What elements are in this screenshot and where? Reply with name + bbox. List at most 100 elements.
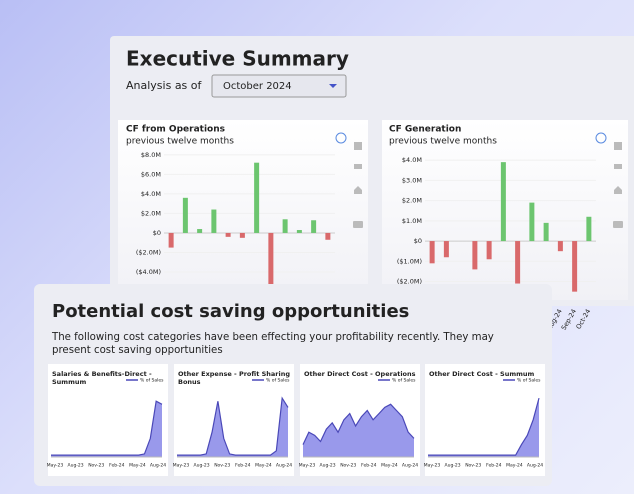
area bbox=[51, 401, 162, 457]
x-tick-label: Oct-24 bbox=[574, 308, 592, 331]
bar bbox=[254, 162, 260, 233]
mini-title-line: Summum bbox=[52, 378, 86, 386]
x-tick-label: Nov-23 bbox=[214, 463, 230, 469]
mini-title: Other Direct Cost - Summum bbox=[429, 370, 535, 378]
tool-home[interactable] bbox=[354, 186, 362, 194]
legend-label: % of Sales bbox=[140, 378, 164, 384]
tool-camera[interactable] bbox=[613, 221, 623, 228]
mini-title-line: Bonus bbox=[178, 378, 201, 386]
area bbox=[428, 398, 539, 457]
bar bbox=[325, 232, 331, 240]
legend-label: % of Sales bbox=[266, 378, 290, 384]
bar bbox=[429, 241, 435, 264]
bar bbox=[443, 241, 449, 258]
y-tick-label: $3.0M bbox=[402, 176, 422, 184]
tool-zoom-in[interactable] bbox=[614, 142, 622, 150]
y-tick-label: $6.0M bbox=[141, 170, 161, 178]
line bbox=[428, 397, 540, 456]
line bbox=[51, 400, 163, 456]
bar bbox=[543, 222, 549, 242]
x-tick-label: Nov-23 bbox=[340, 463, 356, 469]
mini-title: Other Expense - Profit Sharing Bonus bbox=[178, 370, 290, 386]
x-tick-label: Feb-24 bbox=[235, 463, 250, 469]
dropdown-value[interactable]: October 2024 bbox=[223, 81, 292, 92]
x-tick-label: May-23 bbox=[173, 463, 190, 469]
x-tick-label: Aug-23 bbox=[320, 463, 336, 469]
info-icon[interactable] bbox=[335, 132, 347, 144]
x-tick-label: Nov-23 bbox=[465, 463, 481, 469]
tool-zoom-out[interactable] bbox=[354, 164, 362, 169]
x-tick-label: May-24 bbox=[381, 463, 398, 469]
bar bbox=[311, 220, 317, 233]
x-tick-label: Aug-23 bbox=[194, 463, 210, 469]
bar bbox=[472, 241, 478, 270]
title: Executive Summary bbox=[126, 47, 349, 71]
chart-subtitle: previous twelve months bbox=[389, 137, 497, 147]
area bbox=[177, 398, 288, 457]
x-tick-label: May-24 bbox=[255, 463, 272, 469]
bar bbox=[168, 232, 174, 248]
x-tick-label: May-24 bbox=[506, 463, 523, 469]
dropdown[interactable] bbox=[211, 74, 347, 98]
y-tick-label: ($1.0M) bbox=[397, 257, 422, 265]
tool-camera[interactable] bbox=[353, 221, 363, 228]
x-tick-label: Aug-23 bbox=[68, 463, 84, 469]
legend-label: % of Sales bbox=[517, 378, 541, 384]
y-tick-label: $0 bbox=[153, 229, 161, 237]
x-tick-label: Feb-24 bbox=[486, 463, 501, 469]
area bbox=[303, 404, 414, 457]
dropdown-arrow[interactable] bbox=[329, 84, 337, 88]
x-tick-label: Aug-24 bbox=[402, 463, 418, 469]
y-tick-label: $4.0M bbox=[141, 190, 161, 198]
x-tick-label: Feb-24 bbox=[361, 463, 376, 469]
bar bbox=[282, 219, 288, 233]
bar bbox=[268, 232, 274, 285]
y-tick-label: $8.0M bbox=[141, 151, 161, 159]
y-tick-label: ($4.0M) bbox=[136, 268, 161, 276]
mini-title: Salaries & Benefits-Direct -Summum bbox=[52, 370, 152, 386]
x-tick-label: Aug-24 bbox=[276, 463, 292, 469]
mini-title-line: Other Expense - Profit Sharing bbox=[178, 370, 290, 378]
x-tick-label: May-23 bbox=[424, 463, 441, 469]
y-tick-label: $2.0M bbox=[402, 197, 422, 205]
description: The following cost categories have been … bbox=[51, 332, 494, 343]
legend-label: % of Sales bbox=[392, 378, 416, 384]
mini-title: Other Direct Cost - Operations bbox=[304, 370, 416, 378]
chart-title: CF from Operations bbox=[126, 125, 225, 135]
x-tick-label: May-24 bbox=[129, 463, 146, 469]
bar bbox=[557, 241, 563, 252]
x-tick-label: Aug-24 bbox=[527, 463, 543, 469]
info-icon[interactable] bbox=[595, 132, 607, 144]
y-tick-label: $0 bbox=[414, 237, 422, 245]
chart-title: CF Generation bbox=[389, 125, 461, 135]
chart-card bbox=[118, 120, 368, 300]
bar bbox=[515, 241, 521, 284]
x-tick-label: Aug-23 bbox=[445, 463, 461, 469]
line bbox=[177, 396, 289, 456]
opportunities-title: Potential cost saving opportunities bbox=[52, 301, 409, 322]
tool-home[interactable] bbox=[614, 186, 622, 194]
bar bbox=[182, 197, 188, 233]
y-tick-label: ($2.0M) bbox=[397, 278, 422, 286]
toolbar[interactable] bbox=[353, 142, 623, 228]
tool-zoom-out[interactable] bbox=[614, 164, 622, 169]
bar bbox=[225, 232, 231, 237]
mini-title-line: Other Direct Cost - Operations bbox=[304, 370, 416, 378]
tool-zoom-in[interactable] bbox=[354, 142, 362, 150]
bar bbox=[529, 202, 535, 242]
description: present cost saving opportunities bbox=[52, 345, 223, 356]
bar bbox=[239, 232, 245, 238]
chart-subtitle: previous twelve months bbox=[126, 137, 234, 147]
x-tick-label: May-23 bbox=[47, 463, 64, 469]
bar bbox=[586, 216, 592, 242]
x-tick-label: Nov-23 bbox=[88, 463, 104, 469]
y-tick-label: $2.0M bbox=[141, 209, 161, 217]
x-tick-label: Aug-24 bbox=[150, 463, 166, 469]
bar bbox=[500, 162, 506, 242]
line bbox=[302, 403, 415, 445]
x-tick-label: Feb-24 bbox=[109, 463, 124, 469]
bar bbox=[211, 209, 217, 233]
bar bbox=[197, 229, 203, 233]
